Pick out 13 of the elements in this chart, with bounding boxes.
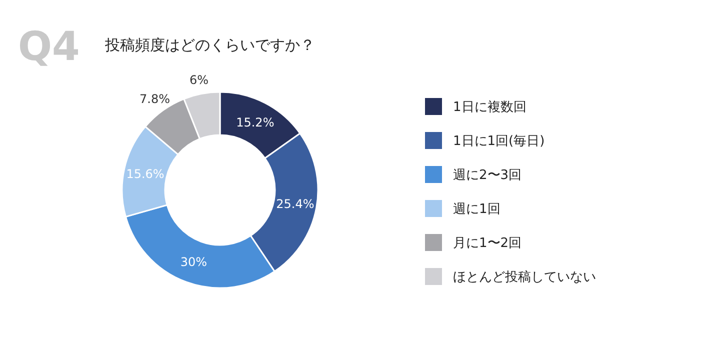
chart-title: 投稿頻度はどのくらいですか？ — [104, 36, 315, 54]
legend-label: 1日に1回(毎日) — [453, 134, 545, 149]
legend-label: 週に1回 — [453, 202, 500, 217]
data-label: 7.8% — [139, 92, 170, 106]
legend-label: 月に1〜2回 — [453, 236, 522, 251]
data-label: 30% — [180, 255, 207, 270]
legend-label: 1日に複数回 — [453, 100, 526, 115]
legend-label: ほとんど投稿していない — [453, 270, 596, 285]
legend-label: 週に2〜3回 — [453, 168, 522, 183]
data-label: 6% — [189, 73, 209, 88]
data-label: 15.6% — [126, 166, 164, 181]
data-label: 25.4% — [276, 197, 314, 212]
data-label: 15.2% — [236, 115, 274, 130]
